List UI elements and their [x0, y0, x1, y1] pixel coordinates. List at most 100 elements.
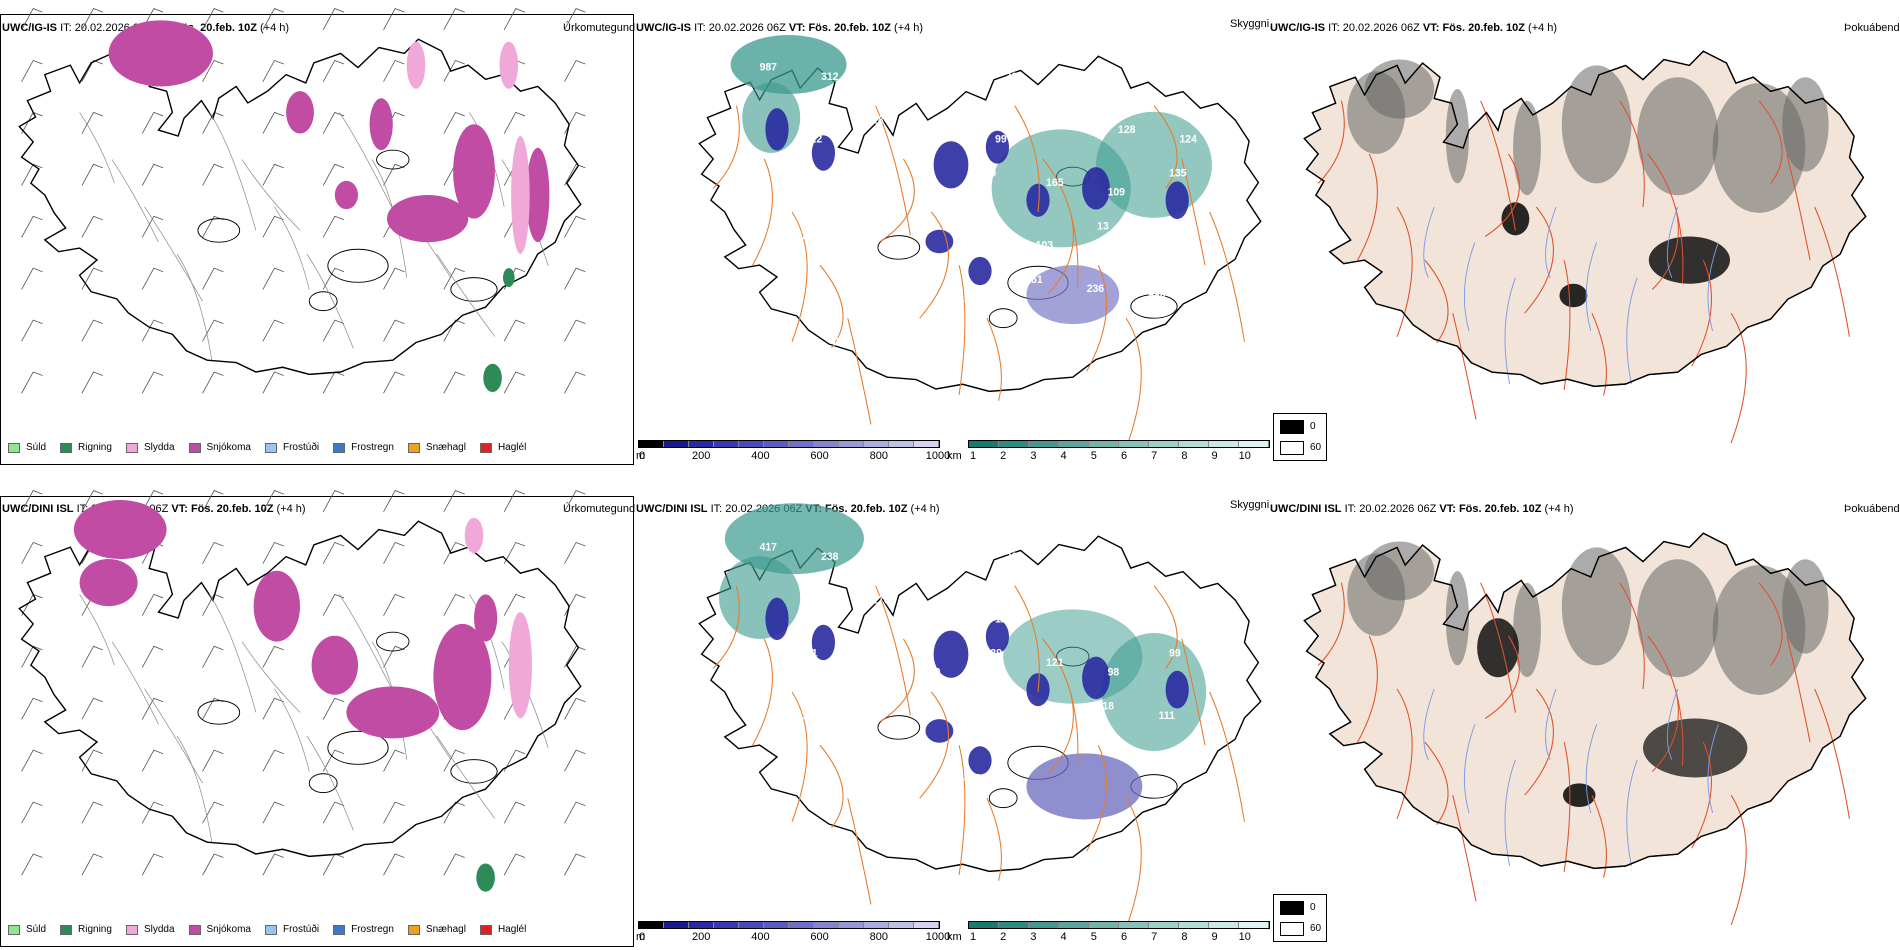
- wind-barb-icon: [21, 749, 43, 772]
- road-line: [752, 158, 773, 266]
- sleet-area: [499, 41, 519, 89]
- road-line: [209, 594, 257, 713]
- road-line: [819, 264, 844, 349]
- road-line: [1786, 153, 1811, 261]
- road-line: [875, 105, 911, 236]
- cloud-base-label: 12: [779, 293, 791, 305]
- wind-barb-icon: [262, 697, 284, 720]
- road-line: [958, 744, 966, 875]
- rain-area: [483, 363, 502, 393]
- wind-barb-icon: [564, 697, 586, 720]
- fog-legend-swatch: [1280, 441, 1304, 455]
- colorbar-cell: [814, 922, 839, 928]
- wind-barb-icon: [322, 215, 345, 238]
- road-line: [209, 112, 257, 231]
- cloud-base-label: 6: [1025, 754, 1031, 766]
- road-line: [1181, 158, 1206, 266]
- colorbar-tick-label: 7: [1151, 450, 1158, 462]
- road-line: [1730, 794, 1747, 926]
- cloud-base-label: 510: [923, 666, 941, 678]
- cloud-base-label: 263: [1006, 551, 1024, 563]
- visibility-label-row1: Skyggni: [1230, 18, 1270, 30]
- wind-barb-icon: [141, 371, 164, 394]
- snow-area: [369, 98, 393, 151]
- cloud-base-label: 128: [902, 763, 920, 775]
- low-cloud-area: [933, 141, 969, 189]
- snow-area: [311, 635, 358, 695]
- road-line: [1591, 312, 1607, 396]
- cloud-base-label: 37: [1190, 71, 1202, 83]
- coastline: [1303, 50, 1867, 388]
- colorbar-cell: [839, 922, 864, 928]
- cloud-base-label: 243: [862, 657, 880, 669]
- precip-legend-item: Súld: [8, 924, 46, 935]
- precip-legend-item: Frostregn: [333, 924, 394, 935]
- road-line: [1619, 100, 1645, 208]
- cloud-base-label: 128: [1118, 124, 1136, 136]
- cloud-base-label: 109: [1108, 186, 1126, 198]
- colorbar-tick-label: 0: [638, 931, 646, 943]
- dense-fog-area: [1648, 236, 1730, 284]
- cloud-base-label: 263: [974, 710, 992, 722]
- wind-barb-icon: [443, 490, 465, 513]
- visibility-label-row2: Skyggni: [1230, 499, 1270, 511]
- cloud-base-label: 11: [902, 283, 913, 295]
- road-line: [1209, 211, 1245, 342]
- wind-barb-icon: [141, 853, 164, 876]
- wind-barb-icon: [202, 319, 224, 342]
- road-line: [1691, 741, 1712, 849]
- cloud-base-label: 96: [800, 168, 812, 180]
- colorbar-tick-label: 400: [751, 450, 770, 462]
- road-line: [791, 211, 808, 342]
- road-line: [1317, 100, 1345, 184]
- colorbar-tick-label: 9: [1211, 931, 1218, 943]
- cloud-base-label: 166: [1118, 604, 1136, 616]
- road-line: [1730, 312, 1747, 444]
- colorbar-cell: [739, 922, 764, 928]
- road-line: [176, 253, 213, 361]
- road-line: [1480, 100, 1516, 231]
- wind-barb-icon: [81, 749, 103, 772]
- road-line: [111, 641, 159, 725]
- colorbar-tick-label: 10: [1238, 450, 1251, 462]
- legend-swatch: [125, 924, 138, 935]
- cloud-base-label: 22: [811, 133, 823, 145]
- road-line: [919, 691, 949, 799]
- legend-swatch: [188, 442, 201, 453]
- dense-fog-area: [1477, 618, 1519, 678]
- wind-barb-icon: [564, 371, 586, 394]
- cloud-base-label: 169: [811, 613, 829, 625]
- colorbar-cell: [1179, 441, 1209, 447]
- glacier-outline: [877, 235, 921, 260]
- colorbar-cells: [968, 440, 1270, 448]
- colorbar-cell: [1209, 441, 1239, 447]
- wind-barb-icon: [322, 593, 345, 616]
- cloud-base-label: 170: [872, 594, 890, 606]
- road-line: [919, 211, 949, 319]
- road-line: [1563, 741, 1571, 872]
- river-line: [1666, 206, 1679, 279]
- river-line: [1423, 688, 1435, 761]
- wind-barb-icon: [262, 319, 284, 342]
- fog-area: [1513, 582, 1541, 678]
- colorbar-cell: [639, 922, 664, 928]
- snow-area: [387, 195, 469, 243]
- wind-barb-icon: [383, 59, 405, 82]
- fog-label-row2: Þokuábendi: [1844, 503, 1900, 515]
- road-line: [1125, 317, 1142, 449]
- dense-fog-area: [1562, 783, 1596, 807]
- precip-legend-item: Rigning: [60, 924, 112, 935]
- cloud-base-label: 121: [1057, 594, 1075, 606]
- colorbar-cell: [889, 922, 914, 928]
- wind-barb-icon: [503, 541, 526, 564]
- river-line: [1666, 688, 1679, 761]
- road-line: [306, 735, 354, 831]
- cloud-base-label: 124: [1180, 133, 1198, 145]
- road-line: [1086, 744, 1107, 852]
- legend-label: Snjókoma: [206, 924, 251, 935]
- cloud-base-label: 72: [913, 221, 925, 233]
- road-line: [339, 594, 398, 701]
- wind-barb-icon: [141, 111, 164, 134]
- legend-label: Slydda: [143, 924, 175, 935]
- fog-legend-swatch: [1280, 901, 1304, 915]
